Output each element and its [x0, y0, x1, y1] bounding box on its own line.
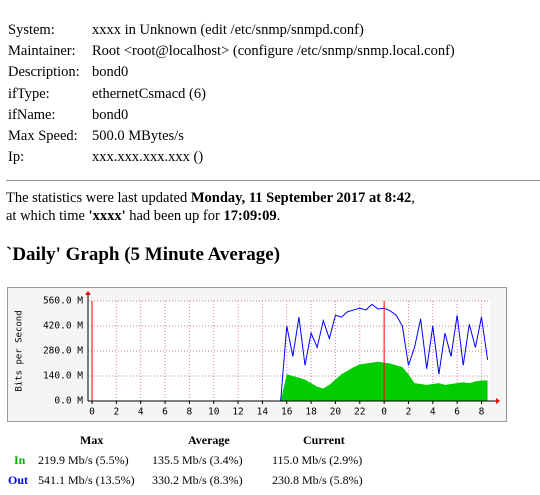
chart: 0.0 M 140.0 M 280.0 M 420.0 M 560.0 M 0 2 4 6 8 10… [7, 287, 507, 422]
x-tick-label: 2 [113, 407, 119, 418]
x-tick-label: 20 [330, 407, 342, 418]
info-label: Ip: [8, 149, 25, 166]
update-line: at which time 'xxxx' had been up for 17:… [6, 208, 280, 225]
y-tick-label: 560.0 M [43, 296, 83, 307]
divider [6, 180, 540, 181]
info-row: Ip: xxx.xxx.xxx.xxx () [8, 149, 203, 166]
x-tick-label: 16 [281, 407, 293, 418]
x-tick-label: 12 [232, 407, 243, 418]
stats-row-name: Out [8, 473, 29, 487]
x-tick-label: 8 [187, 407, 193, 418]
stats-header: Max [80, 433, 104, 447]
info-label: Maintainer: [8, 43, 76, 60]
axis-arrow [496, 398, 500, 404]
x-tick-label: 0 [381, 407, 387, 418]
info-label: Max Speed: [8, 128, 78, 144]
line [92, 303, 489, 402]
stats-cell: 219.9 Mb/s (5.5%) [38, 453, 129, 467]
x-tick-label: 10 [208, 407, 220, 418]
x-tick-label: 6 [454, 407, 460, 418]
graph-title: `Daily' Graph (5 Minute Average) [6, 244, 281, 265]
x-tick-label: 14 [257, 407, 269, 418]
stats-cell: 135.5 Mb/s (3.4%) [152, 453, 243, 467]
info-label: ifType: [8, 85, 50, 102]
stats-header: Current [303, 433, 345, 447]
x-tick-label: 0 [89, 407, 95, 418]
stats-cell: 541.1 Mb/s (13.5%) [38, 473, 135, 487]
x-tick-label: 18 [305, 407, 317, 418]
stats-header: Average [188, 433, 230, 447]
y-tick-label: 420.0 M [43, 321, 83, 332]
update-text: had been up for [125, 208, 224, 224]
info-label: ifName: [8, 106, 56, 123]
axis-arrow [85, 291, 91, 295]
update-text: The statistics were last updated [6, 190, 191, 206]
x-tick-label: 6 [162, 407, 168, 418]
x-tick-label: 4 [430, 407, 436, 418]
info-row: ifName: bond0 [8, 107, 128, 124]
stats-cell: 330.2 Mb/s (8.3%) [152, 473, 243, 487]
info-row: System: xxxx in Unknown (edit /etc/snmp/s… [8, 22, 364, 39]
update-text: Monday, 11 September 2017 at 8:42 [190, 190, 412, 206]
y-axis-label: Bits per Second [15, 310, 25, 391]
x-tick-label: 8 [479, 407, 485, 418]
stats-cell: 230.8 Mb/s (5.8%) [272, 473, 363, 487]
update-line: The statistics were last updated Monday,… [6, 190, 415, 207]
y-tick-label: 0.0 M [54, 396, 83, 407]
y-tick-label: 280.0 M [43, 346, 83, 357]
x-tick-label: 4 [138, 407, 144, 418]
info-row: Max Speed: 500.0 MBytes/s [8, 128, 184, 145]
info-row: Maintainer: Root <root@localhost> (config… [8, 43, 455, 60]
update-text: . [276, 208, 281, 224]
info-value: ethernetCsmacd (6) [92, 85, 206, 102]
info-value: xxx.xxx.xxx.xxx () [92, 149, 204, 166]
info-value: xxxx in Unknown (edit /etc/snmp/snmpd.co… [92, 22, 364, 38]
stats-row-name: In [14, 453, 26, 467]
info-value: bond0 [92, 64, 129, 81]
update-text: 'xxxx' [88, 208, 126, 224]
info-label: System: [8, 22, 55, 38]
info-value: 500.0 MBytes/s [92, 128, 184, 144]
info-row: Description: bond0 [8, 64, 128, 81]
update-text: at which time [6, 208, 89, 224]
info-value: Root <root@localhost> (configure /etc/sn… [92, 43, 455, 60]
x-tick-label: 2 [406, 407, 412, 418]
info-label: Description: [8, 64, 80, 81]
x-tick-label: 22 [354, 407, 365, 418]
update-text: 17:09:09 [223, 208, 277, 224]
info-value: bond0 [92, 106, 129, 123]
update-text: , [411, 190, 415, 206]
stats-cell: 115.0 Mb/s (2.9%) [272, 453, 363, 467]
area [92, 361, 488, 401]
y-tick-label: 140.0 M [43, 371, 83, 382]
info-row: ifType: ethernetCsmacd (6) [8, 86, 206, 103]
